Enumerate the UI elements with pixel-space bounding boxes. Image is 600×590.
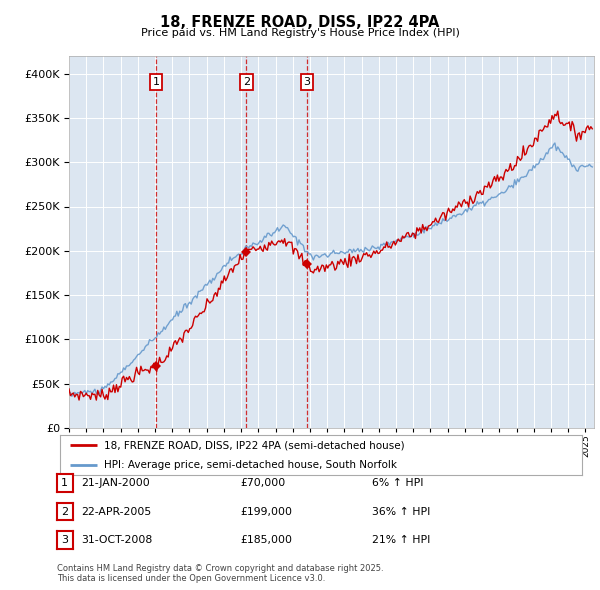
Text: £70,000: £70,000 xyxy=(240,478,285,488)
Text: 3: 3 xyxy=(61,535,68,545)
Text: 18, FRENZE ROAD, DISS, IP22 4PA (semi-detached house): 18, FRENZE ROAD, DISS, IP22 4PA (semi-de… xyxy=(104,440,405,450)
Text: Price paid vs. HM Land Registry's House Price Index (HPI): Price paid vs. HM Land Registry's House … xyxy=(140,28,460,38)
Text: 6% ↑ HPI: 6% ↑ HPI xyxy=(372,478,424,488)
Text: HPI: Average price, semi-detached house, South Norfolk: HPI: Average price, semi-detached house,… xyxy=(104,460,397,470)
Text: Contains HM Land Registry data © Crown copyright and database right 2025.
This d: Contains HM Land Registry data © Crown c… xyxy=(57,563,383,583)
Text: 2: 2 xyxy=(243,77,250,87)
Text: 1: 1 xyxy=(61,478,68,488)
Text: 3: 3 xyxy=(304,77,311,87)
Text: 21-JAN-2000: 21-JAN-2000 xyxy=(81,478,150,488)
Text: 1: 1 xyxy=(152,77,160,87)
Text: 22-APR-2005: 22-APR-2005 xyxy=(81,507,151,516)
Text: £185,000: £185,000 xyxy=(240,535,292,545)
Text: 2: 2 xyxy=(61,507,68,516)
Text: 21% ↑ HPI: 21% ↑ HPI xyxy=(372,535,430,545)
Text: 31-OCT-2008: 31-OCT-2008 xyxy=(81,535,152,545)
Text: £199,000: £199,000 xyxy=(240,507,292,516)
Text: 18, FRENZE ROAD, DISS, IP22 4PA: 18, FRENZE ROAD, DISS, IP22 4PA xyxy=(160,15,440,30)
Text: 36% ↑ HPI: 36% ↑ HPI xyxy=(372,507,430,516)
